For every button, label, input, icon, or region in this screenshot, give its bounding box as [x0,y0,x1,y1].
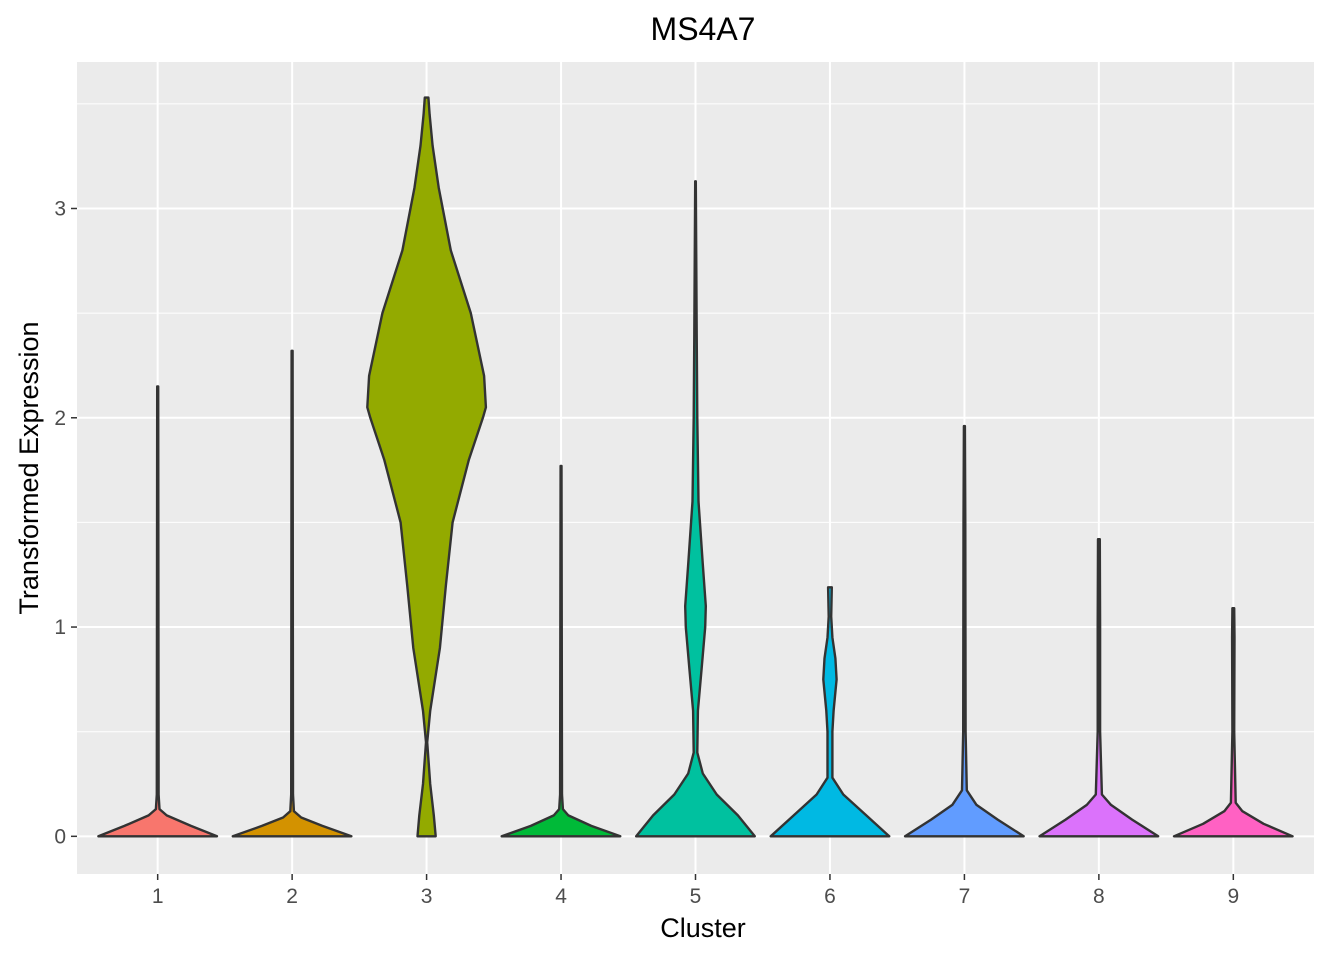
violin-cluster-2 [231,349,353,838]
x-tick-label: 7 [959,885,971,908]
violin-cluster-7 [903,424,1025,838]
violin-cluster-6 [769,586,891,838]
x-tick-label: 4 [555,885,567,908]
y-tick-label: 1 [54,616,66,639]
x-tick-label: 2 [286,885,298,908]
y-axis-title: Transformed Expression [14,321,44,614]
x-axis: 1 2 3 4 5 6 7 8 9 [152,874,1239,908]
x-tick-label: 8 [1093,885,1105,908]
x-tick-label: 9 [1227,885,1239,908]
violin-cluster-9 [1172,607,1294,838]
x-tick-label: 5 [690,885,702,908]
violin-cluster-5 [635,180,756,838]
violin-cluster-8 [1038,538,1160,838]
x-axis-title: Cluster [660,913,746,943]
y-tick-label: 3 [54,197,66,220]
x-tick-label: 1 [152,885,164,908]
violin-group [97,96,1294,838]
y-tick-label: 0 [54,825,66,848]
violin-cluster-3 [366,96,488,838]
y-axis: 0 1 2 3 [54,197,77,848]
violin-cluster-1 [97,385,219,838]
x-tick-label: 3 [421,885,433,908]
x-tick-label: 6 [824,885,836,908]
violin-cluster-4 [500,464,622,838]
y-tick-label: 2 [54,407,66,430]
chart-title: MS4A7 [651,11,756,47]
